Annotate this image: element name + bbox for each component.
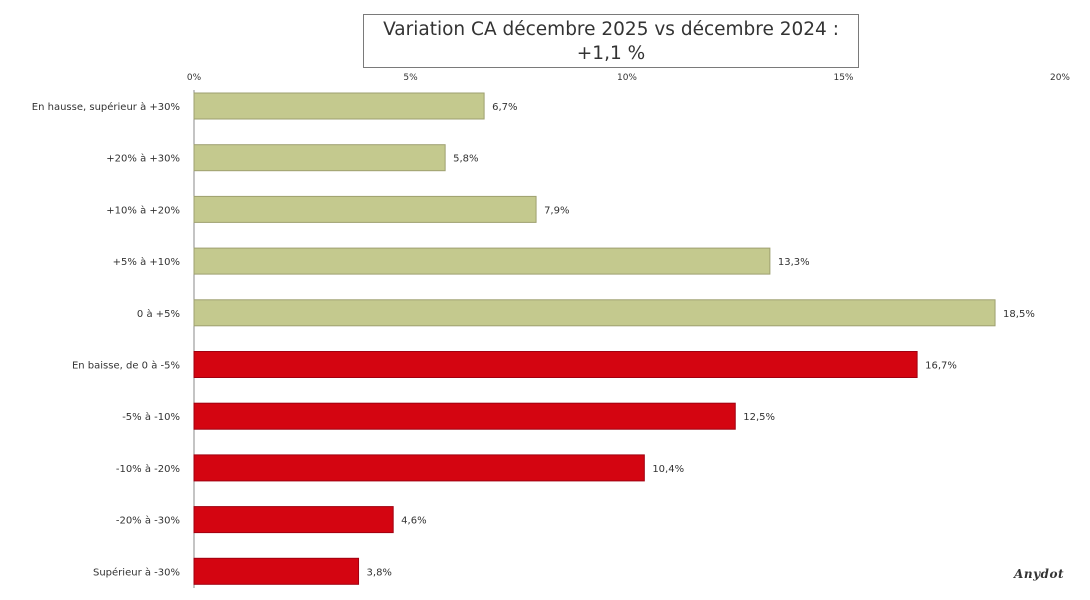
chart-title-line-1: Variation CA décembre 2025 vs décembre 2… — [383, 19, 839, 40]
bar — [193, 506, 394, 534]
category-label: +10% à +20% — [106, 204, 180, 216]
bar — [193, 247, 771, 275]
bar — [193, 299, 996, 327]
bar-value-label: 6,7% — [492, 102, 517, 113]
category-label: -5% à -10% — [122, 411, 180, 423]
chart-title: Variation CA décembre 2025 vs décembre 2… — [363, 14, 859, 68]
bar — [193, 92, 485, 120]
bar-value-label: 16,7% — [925, 361, 957, 372]
x-tick-label: 15% — [833, 73, 853, 83]
bar-value-label: 18,5% — [1003, 309, 1035, 320]
chart-title-line-2: +1,1 % — [576, 43, 646, 64]
bar-value-label: 5,8% — [453, 154, 478, 165]
bar-value-label: 3,8% — [367, 567, 392, 578]
category-label: -20% à -30% — [116, 515, 180, 527]
bar — [193, 402, 736, 430]
bar-value-label: 10,4% — [652, 464, 684, 475]
category-label: -10% à -20% — [116, 463, 180, 475]
category-label: En baisse, de 0 à -5% — [72, 360, 180, 372]
category-label: +20% à +30% — [106, 153, 180, 165]
bar — [193, 557, 360, 585]
watermark-logo: Anydot — [1014, 567, 1064, 581]
x-tick-label: 10% — [617, 73, 637, 83]
bar — [193, 454, 645, 482]
bar-value-label: 12,5% — [743, 412, 775, 423]
x-tick-label: 20% — [1050, 73, 1070, 83]
bar-value-label: 7,9% — [544, 205, 569, 216]
category-label: 0 à +5% — [137, 308, 180, 320]
category-label: Supérieur à -30% — [93, 566, 180, 578]
bar — [193, 351, 918, 378]
x-tick-label: 0% — [187, 73, 202, 83]
bar-value-label: 13,3% — [778, 257, 810, 268]
x-tick-label: 5% — [403, 73, 418, 83]
category-label: En hausse, supérieur à +30% — [32, 101, 180, 113]
category-label: +5% à +10% — [113, 256, 180, 268]
bar — [193, 144, 446, 172]
bar — [193, 195, 537, 223]
bar-value-label: 4,6% — [401, 516, 426, 527]
